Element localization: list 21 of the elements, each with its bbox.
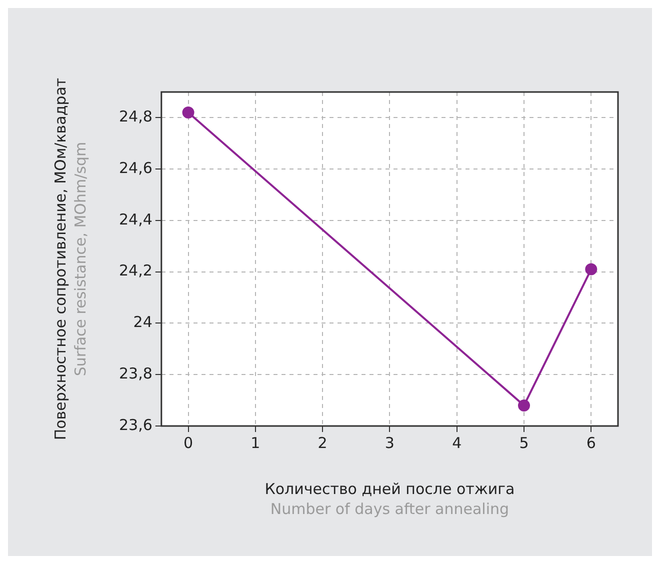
x-tick-label: 1 xyxy=(250,434,260,452)
x-tick-label: 3 xyxy=(384,434,394,452)
y-tick-label: 23,8 xyxy=(118,364,152,383)
text: Surface resistance, MOhm/sqm xyxy=(71,142,90,376)
y-tick-label: 24 xyxy=(133,313,152,332)
x-tick-label: 0 xyxy=(183,434,194,452)
x-axis-title: Количество дней после отжига xyxy=(264,480,515,498)
point xyxy=(182,106,194,119)
x-tick-label: 5 xyxy=(519,434,529,452)
x-tick-label: 4 xyxy=(452,434,462,452)
y-tick-label: 23,6 xyxy=(118,416,152,434)
text: Number of days after annealing xyxy=(270,500,510,518)
x-tick-label: 6 xyxy=(586,434,596,452)
y-axis-title: Поверхностное сопротивление, МОм/квадрат xyxy=(51,78,70,440)
x-tick-label: 2 xyxy=(318,434,328,452)
y-tick-label: 24,8 xyxy=(118,108,152,126)
y-tick-label: 24,2 xyxy=(118,262,152,280)
y-tick-label: 24,4 xyxy=(118,210,152,228)
y-tick-label: 24,6 xyxy=(118,158,152,177)
point xyxy=(585,263,598,276)
point xyxy=(518,399,530,412)
